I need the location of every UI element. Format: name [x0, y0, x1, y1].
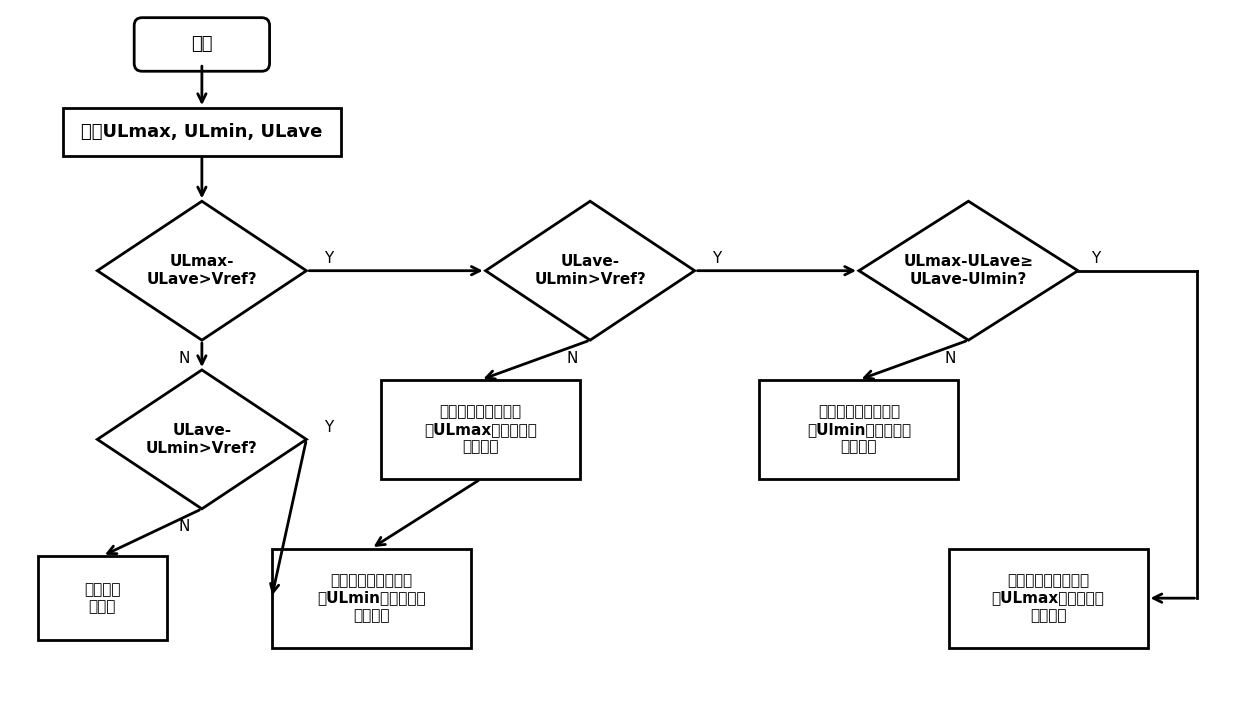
Bar	[381, 380, 580, 479]
Bar	[62, 108, 341, 156]
Text: Y: Y	[324, 420, 332, 435]
Text: N: N	[179, 350, 190, 366]
Text: 开始: 开始	[191, 35, 212, 53]
Text: 左边均衡电路工作，
对ULmax对应的单体
放电均衡: 左边均衡电路工作， 对ULmax对应的单体 放电均衡	[992, 573, 1105, 623]
Text: N: N	[945, 350, 956, 366]
Text: 左边均衡电路工作，
对ULmax对应的单体
放电均衡: 左边均衡电路工作， 对ULmax对应的单体 放电均衡	[424, 404, 537, 454]
Text: 右边均衡电路工作，
对ULmin对应的单体
充电均衡: 右边均衡电路工作， 对ULmin对应的单体 充电均衡	[316, 573, 425, 623]
Text: ULmax-ULave≥
ULave-Ulmin?: ULmax-ULave≥ ULave-Ulmin?	[904, 255, 1033, 287]
Text: Y: Y	[712, 252, 722, 266]
Bar	[37, 556, 167, 640]
Text: Y: Y	[324, 252, 332, 266]
Text: 右边均衡电路工作，
对Ulmin对应的单体
充电均衡: 右边均衡电路工作， 对Ulmin对应的单体 充电均衡	[807, 404, 911, 454]
Text: N: N	[567, 350, 578, 366]
Text: 判别ULmax, ULmin, ULave: 判别ULmax, ULmin, ULave	[81, 123, 322, 141]
Text: 均衡电路
不工作: 均衡电路 不工作	[84, 582, 120, 614]
Bar	[272, 549, 471, 647]
Text: Y: Y	[1091, 252, 1100, 266]
Text: ULave-
ULmin>Vref?: ULave- ULmin>Vref?	[534, 255, 646, 287]
Text: ULave-
ULmin>Vref?: ULave- ULmin>Vref?	[146, 423, 258, 456]
Bar	[949, 549, 1148, 647]
Bar	[759, 380, 959, 479]
Text: ULmax-
ULave>Vref?: ULmax- ULave>Vref?	[146, 255, 257, 287]
Text: N: N	[179, 519, 190, 534]
